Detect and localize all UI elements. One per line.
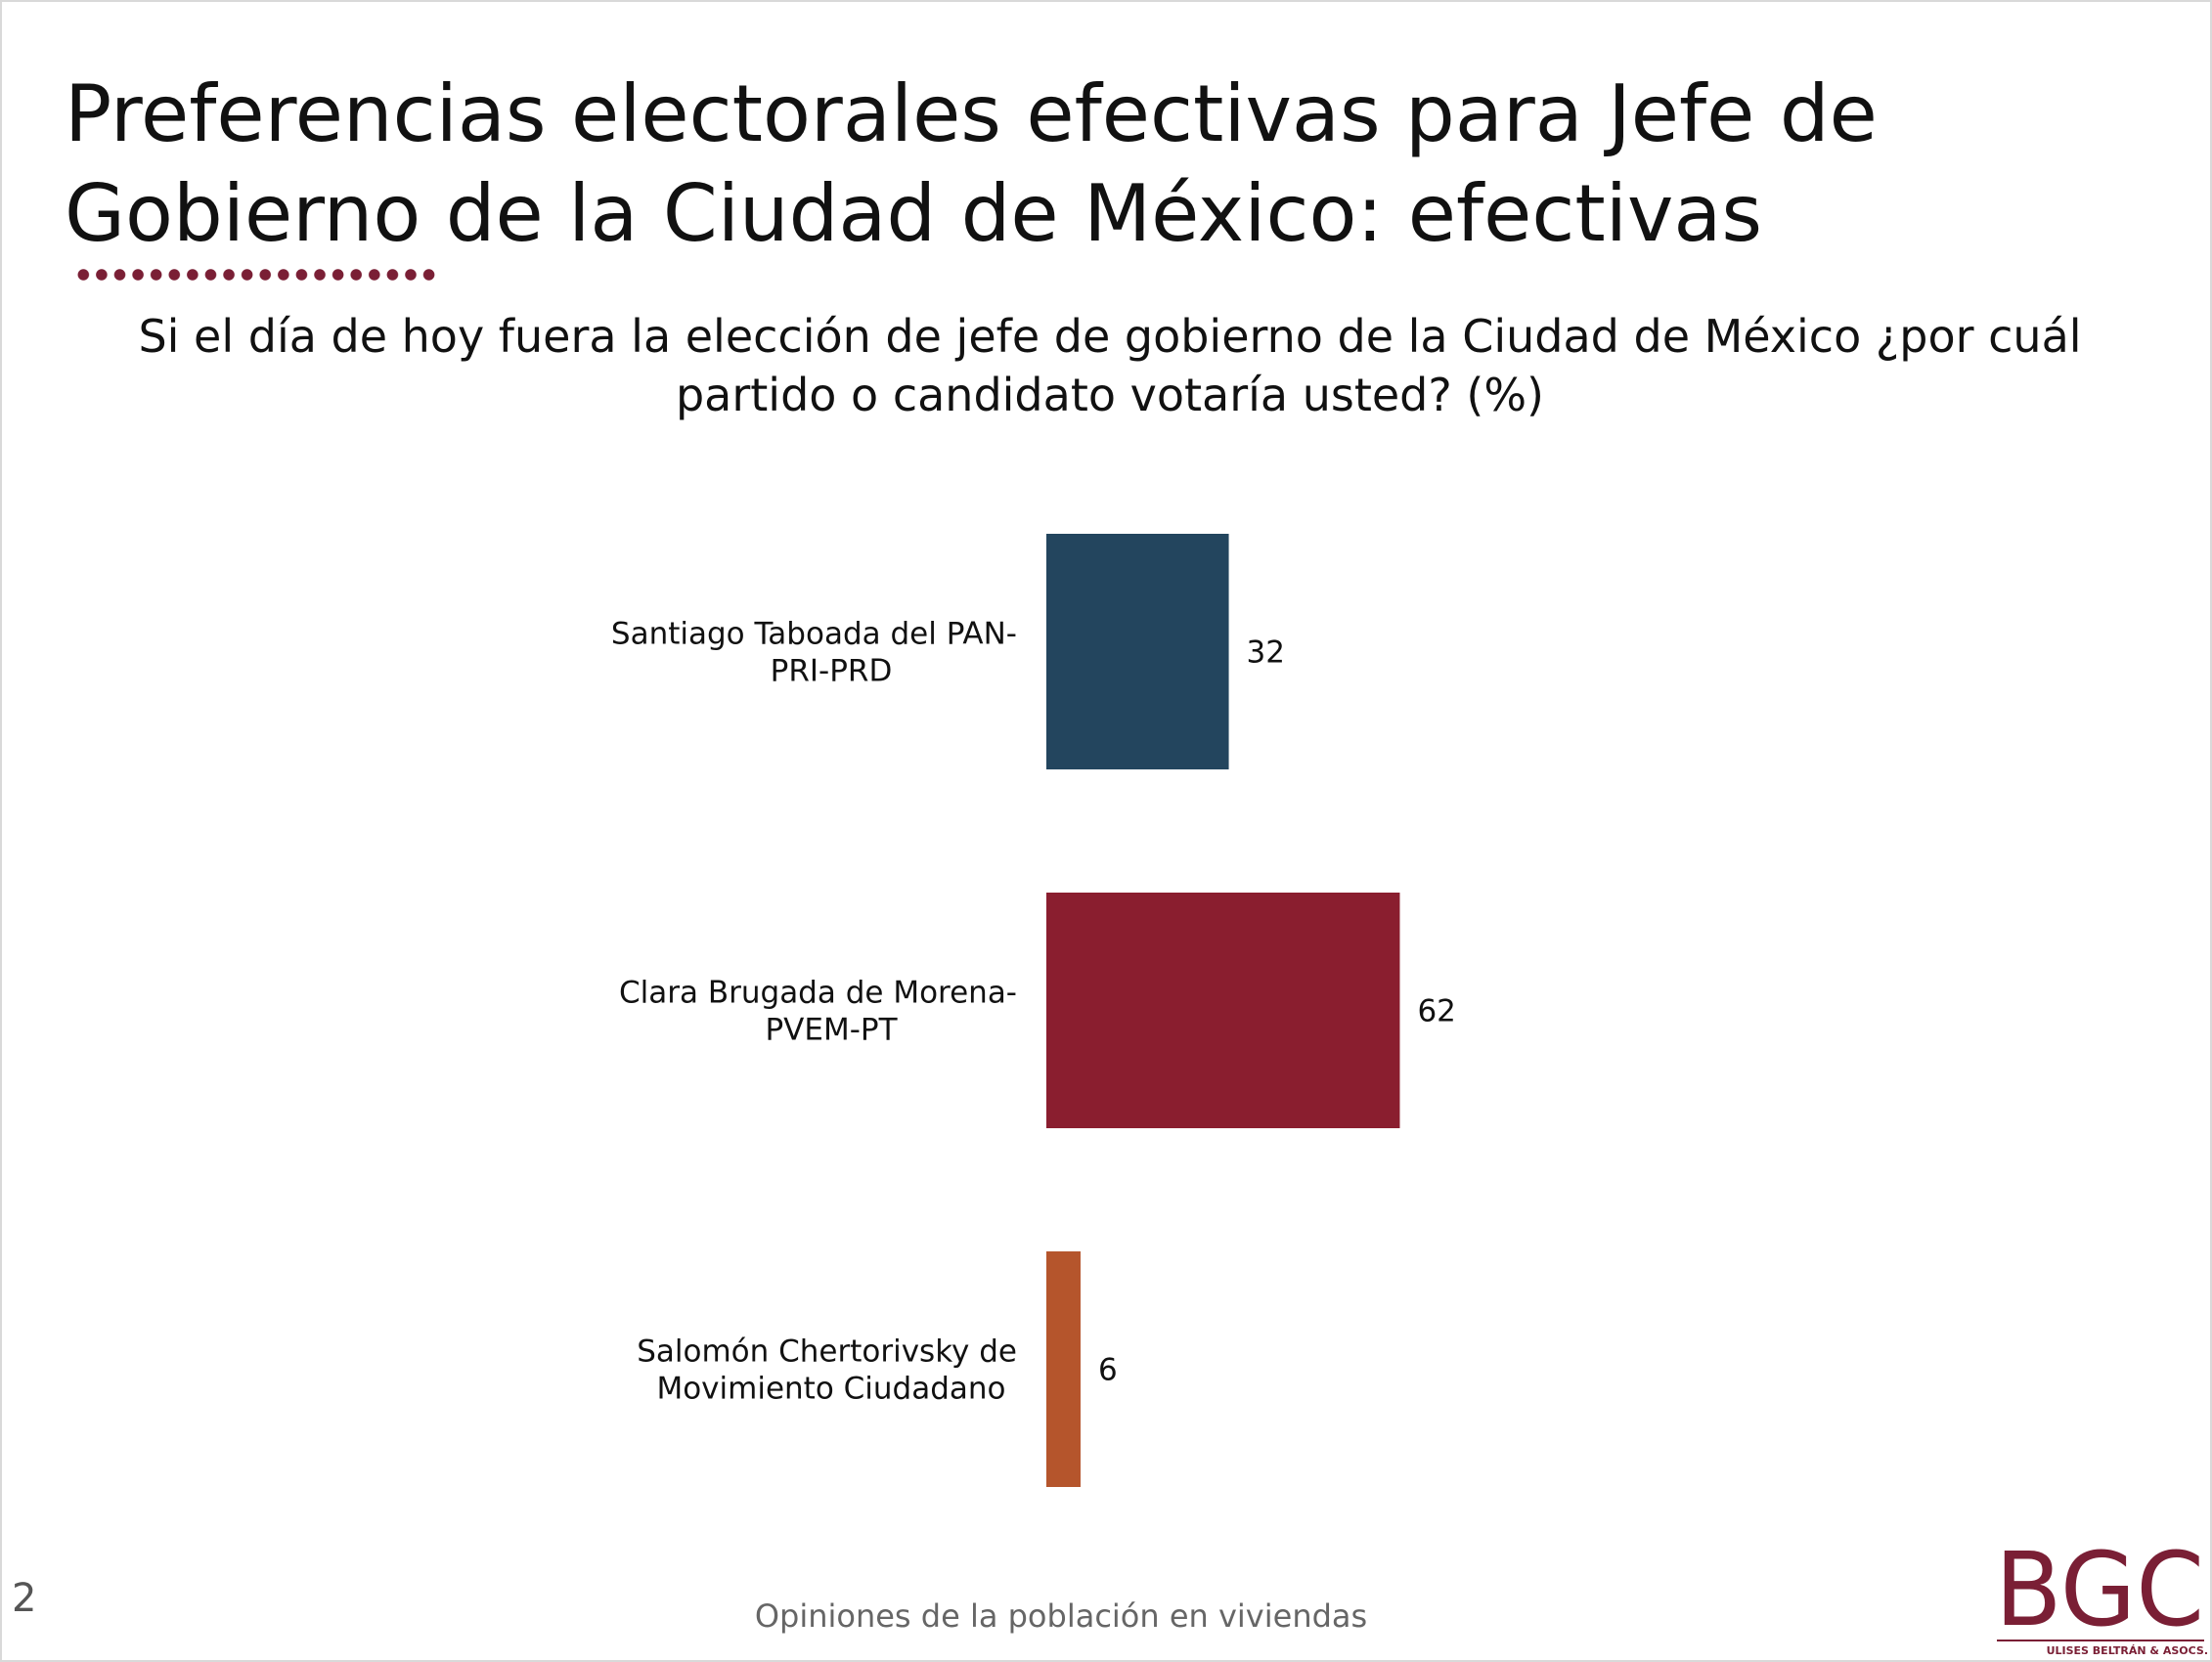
- category-label: Movimiento Ciudadano: [656, 1372, 1005, 1407]
- title-dotted-underline: [74, 268, 438, 282]
- category-label: Clara Brugada de Morena-: [619, 976, 1017, 1011]
- category-label: Salomón Chertorivsky de: [637, 1334, 1017, 1370]
- bar-value-label: 62: [1417, 994, 1455, 1029]
- bar-chart: 32 Santiago Taboada del PAN-PRI-PRD 62 Clar…: [611, 534, 1456, 1487]
- bar: [1046, 534, 1229, 769]
- bar: [1046, 1251, 1081, 1487]
- category-label: PVEM-PT: [765, 1013, 898, 1048]
- logo-letters: BGC: [1995, 1531, 2204, 1649]
- chart-question: Si el día de hoy fuera la elección de je…: [138, 310, 2082, 421]
- category-label: Santiago Taboada del PAN-: [611, 617, 1017, 652]
- bar-value-label: 32: [1247, 635, 1285, 671]
- bar-value-label: 6: [1098, 1353, 1118, 1388]
- page-number: 2: [12, 1576, 37, 1621]
- slide-title: Preferencias electorales efectivas para …: [65, 68, 1878, 259]
- footer-caption: Opiniones de la población en viviendas: [754, 1597, 1368, 1635]
- company-logo: BGC ULISES BELTRÁN & ASOCS.: [1995, 1531, 2208, 1657]
- logo-tagline: ULISES BELTRÁN & ASOCS.: [2047, 1644, 2208, 1657]
- category-label: PRI-PRD: [771, 654, 893, 689]
- bar: [1046, 893, 1400, 1128]
